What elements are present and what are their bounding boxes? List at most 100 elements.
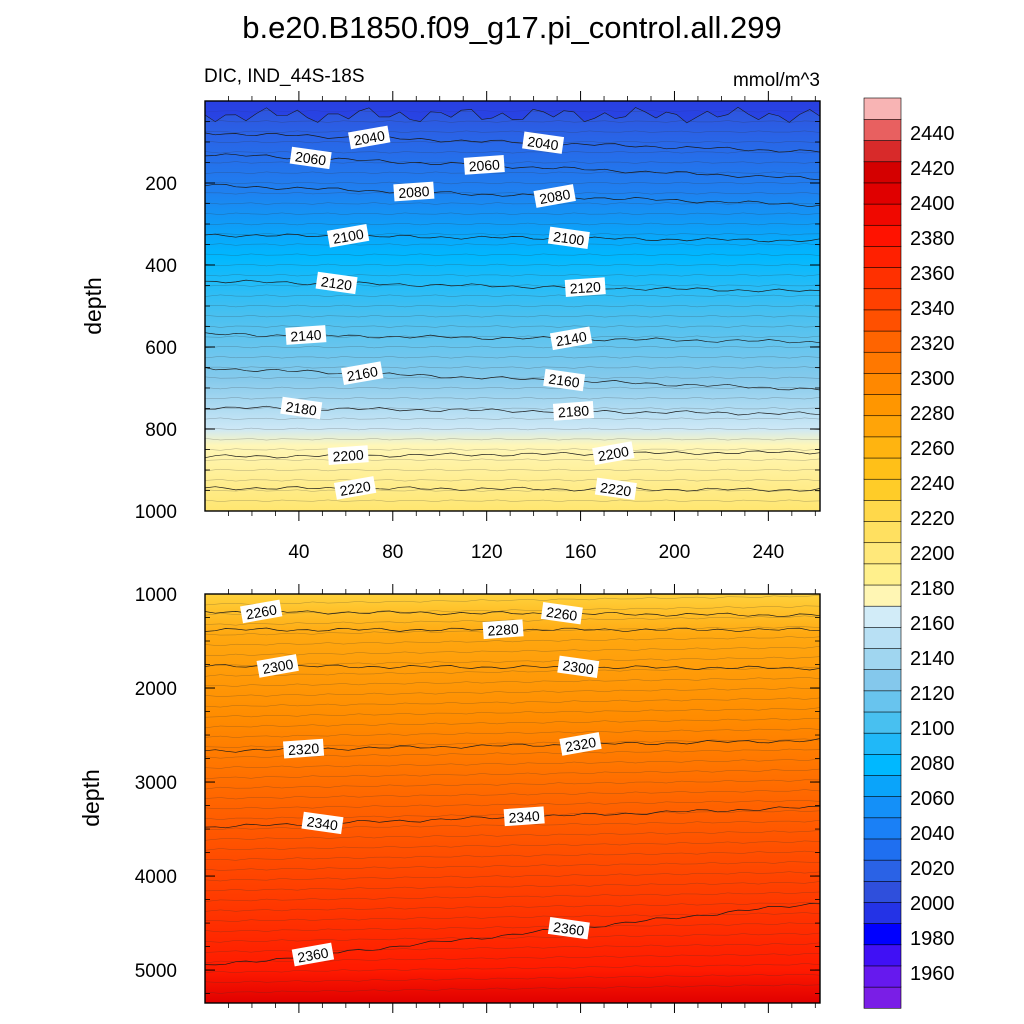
contour-label-bg [552,401,595,421]
contour-label-text: 2360 [552,919,585,939]
contour-line-minor [204,263,821,267]
colorbar-label: 2400 [910,193,955,215]
colorbar-label: 1980 [910,928,955,950]
contour-label-text: 2100 [552,228,585,248]
colorbar-label: 2380 [910,228,955,250]
contour-label-bg [256,654,299,678]
contour-label: 2360 [291,942,335,967]
contour-line-minor [204,438,821,441]
contour-label-bg [540,602,583,625]
y-tick-label: 1000 [135,502,177,523]
contour-label: 2060 [289,146,332,170]
contour-label-bg [315,271,358,295]
contour-line-minor [204,697,821,708]
contour-label: 2040 [348,125,391,150]
contour-label-text: 2100 [331,226,365,247]
colorbar-box [863,647,902,670]
colorbar-label: 2240 [910,473,955,495]
subtitle-variable-region: DIC, IND_44S-18S [204,66,365,87]
contour-label-text: 2180 [557,402,589,420]
contour-line-minor [204,489,821,492]
contour-line-minor [204,304,821,308]
contour-label: 2300 [256,654,299,678]
y-tick-label: 400 [145,256,177,277]
colorbar-box [863,965,902,988]
colorbar-label: 1960 [910,963,955,985]
contour-label-text: 2060 [468,156,500,174]
contour-label-text: 2080 [398,183,430,201]
colorbar-label: 2140 [910,648,955,670]
colorbar-box [863,690,902,713]
contour-label-text: 2040 [526,133,559,153]
lower-panel-fill [205,594,820,1003]
contour-line [204,486,821,492]
contour-line-minor [204,912,821,922]
contour-label: 2180 [552,401,595,421]
upper-axis-ticks: 200 400 600 800 1000 40 80 120 160 200 240 [135,91,820,563]
y-tick-label: 600 [145,338,177,359]
contour-label-text: 2140 [554,328,588,349]
contour-line [204,450,821,459]
y-tick-label: 200 [145,174,177,195]
colorbar-label: 2320 [910,333,955,355]
colorbar-box [863,161,902,184]
contour-label-text: 2300 [562,657,595,677]
colorbar-box [863,774,902,797]
colorbar-box [863,901,902,924]
x-tick-label: 240 [753,542,785,563]
contour-line-minor [204,181,821,185]
colorbar: 1960 1980 2000 2020 2040 2060 2080 2100 2120 2140… [863,97,955,1009]
contour-label: 2340 [503,806,545,827]
contour-label-bg [543,368,586,392]
contour-label-text: 2220 [599,479,632,499]
contour-line-minor [204,212,821,215]
contour-label: 2100 [547,226,590,250]
contour-line-minor [204,656,821,667]
colorbar-box [863,605,902,628]
contour-label-text: 2180 [285,398,318,418]
contour-label-text: 2200 [332,447,364,465]
y-tick-label: 800 [145,420,177,441]
contour-line-minor [204,243,821,246]
colorbar-box [863,415,902,438]
surface-contour-band [204,100,821,124]
contour-label: 2140 [285,325,327,345]
colorbar-label: 2100 [910,718,955,740]
contour-line-minor [204,963,821,973]
contour-label-bg [240,599,283,624]
contour-line-minor [204,284,821,287]
y-tick-label: 1000 [135,585,177,606]
contour-line-minor [204,605,821,616]
colorbar-box [863,923,902,946]
contour-label: 2200 [592,441,635,465]
y-tick-label: 3000 [135,773,177,794]
colorbar-box [863,944,902,967]
contour-label: 2200 [327,445,369,465]
contour-label: 2260 [240,599,283,624]
colorbar-label: 2060 [910,788,955,810]
colorbar-box [863,330,902,353]
contour-line-minor [204,397,821,400]
contour-label-bg [503,806,545,827]
contour-label: 2080 [533,184,576,208]
contour-line-minor [204,222,821,226]
colorbar-box [863,880,902,903]
contour-label-text: 2280 [487,621,519,639]
contour-line-minor [204,728,821,738]
contour-label-bg [557,655,600,679]
contour-line-minor [205,646,821,656]
colorbar-label: 2120 [910,683,955,705]
colorbar-box [863,140,902,163]
contour-line-minor [204,758,821,769]
contour-line-minor [204,479,821,482]
contour-line-minor [204,636,821,646]
contour-label: 2180 [280,396,323,420]
contour-label-bg [291,942,335,967]
contour-line-minor [204,202,821,205]
contour-label-text: 2340 [306,813,339,833]
contour-line-minor [204,140,821,144]
contour-label-text: 2120 [569,279,601,297]
contour-label-text: 2120 [320,273,353,293]
colorbar-box [863,838,902,861]
